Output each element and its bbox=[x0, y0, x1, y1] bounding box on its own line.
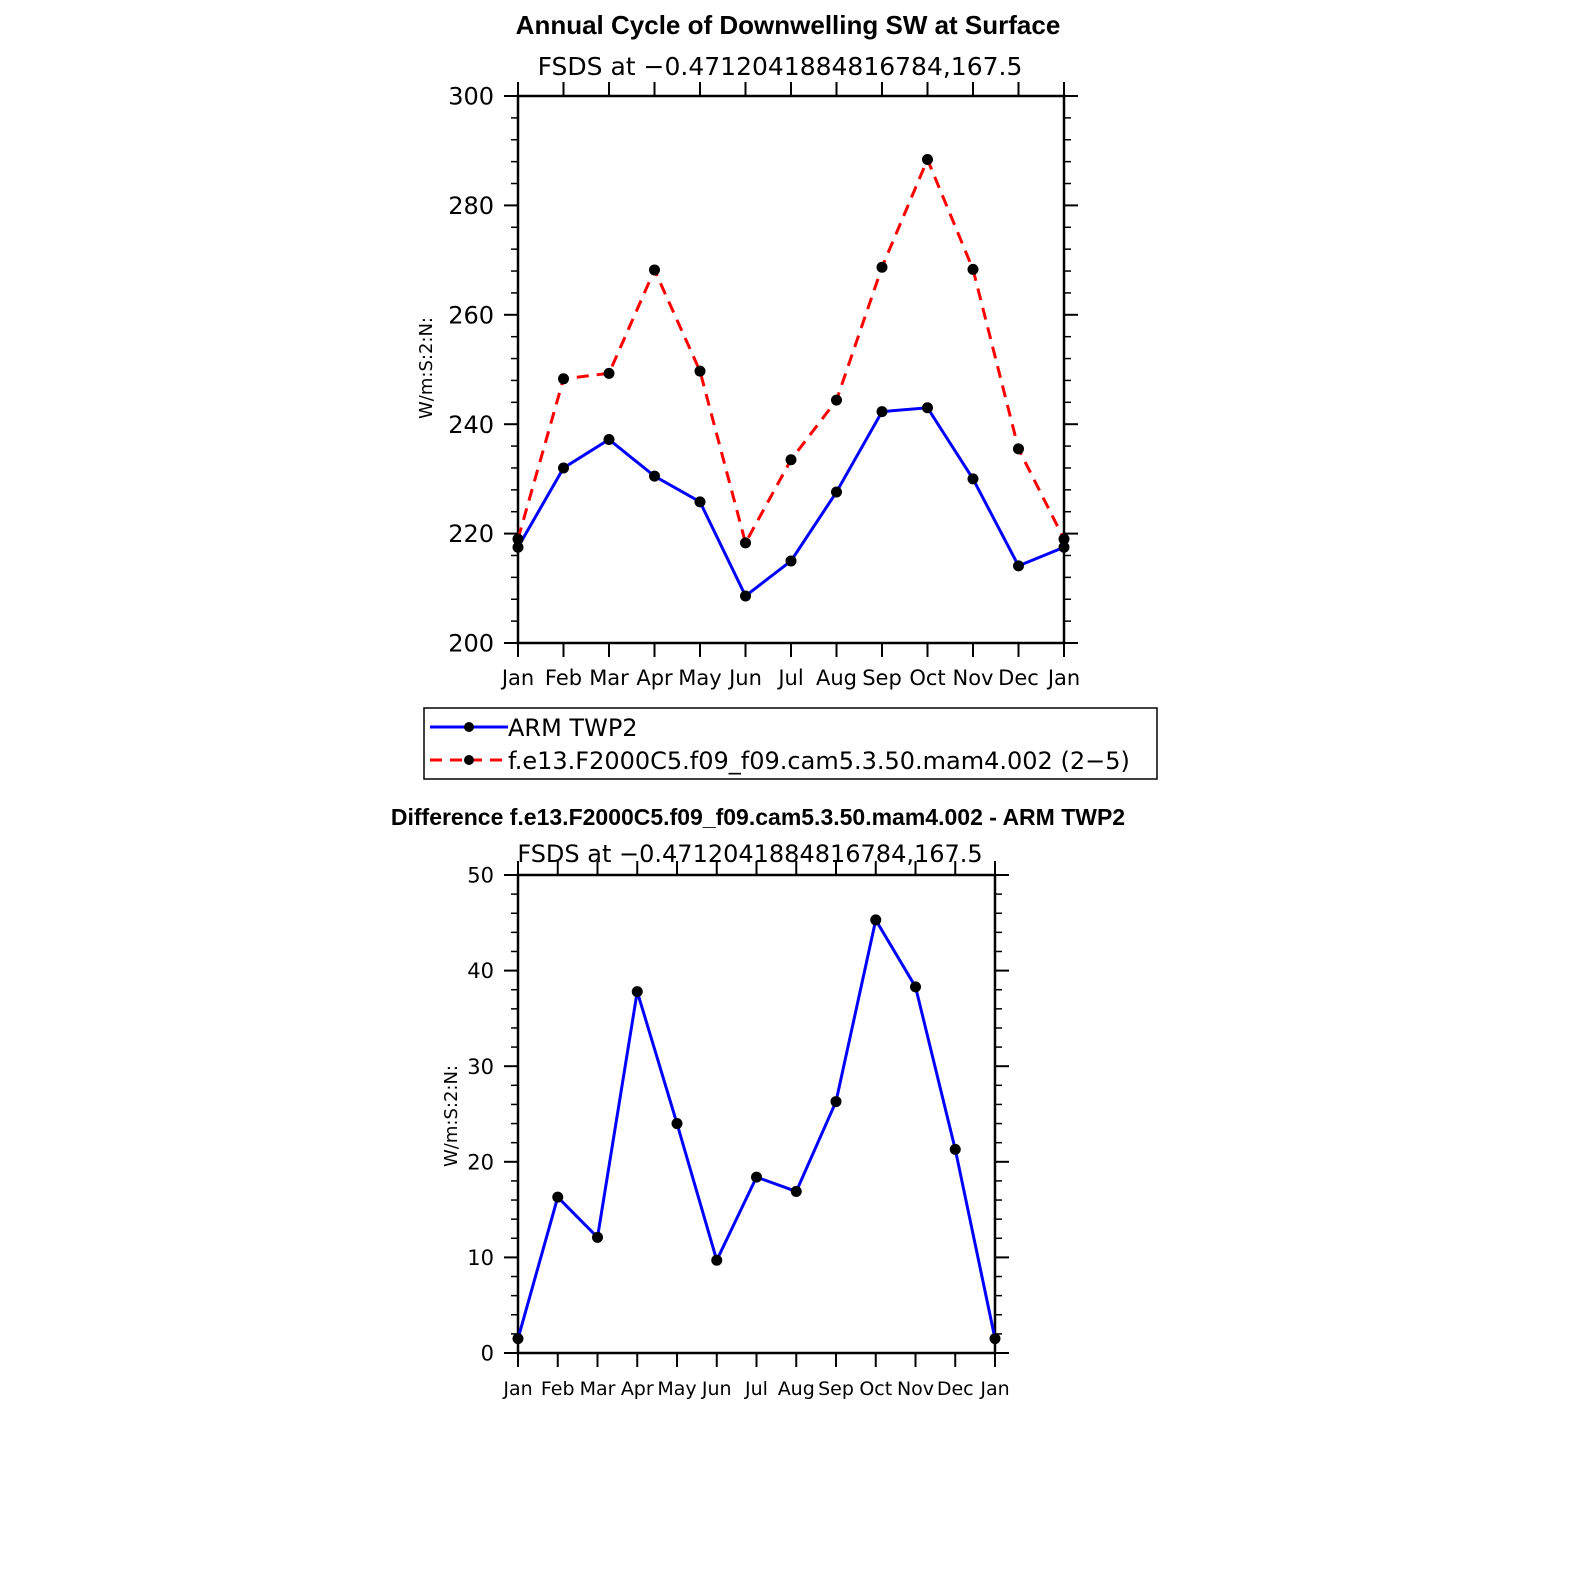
x-tick-label: Apr bbox=[621, 1378, 654, 1400]
plot-area: Jan Feb Mar Apr May Jun Jul Aug Sep Oct Nov Dec Jan2… bbox=[448, 82, 1080, 690]
data-point bbox=[649, 264, 660, 276]
x-tick-label: Mar bbox=[580, 1378, 616, 1400]
series-line-0 bbox=[516, 915, 997, 1340]
x-tick-label: Sep bbox=[818, 1378, 854, 1400]
data-point bbox=[949, 1143, 961, 1155]
x-tick-label: Feb bbox=[541, 1378, 575, 1400]
x-tick-label: Nov bbox=[897, 1378, 934, 1400]
y-tick-label: 280 bbox=[448, 192, 494, 220]
y-tick-label: 240 bbox=[448, 411, 494, 439]
chart-title: Difference f.e13.F2000C5.f09_f09.cam5.3.… bbox=[391, 804, 1125, 830]
data-point bbox=[922, 153, 933, 165]
legend-label-model: f.e13.F2000C5.f09_f09.cam5.3.50.mam4.002… bbox=[508, 747, 1130, 775]
x-tick-label: Sep bbox=[862, 666, 902, 690]
y-tick-label: 0 bbox=[481, 1342, 494, 1366]
data-point bbox=[603, 434, 615, 446]
data-point bbox=[967, 263, 979, 275]
data-point bbox=[512, 533, 524, 545]
y-tick-label: 300 bbox=[448, 83, 494, 111]
data-point bbox=[649, 470, 660, 482]
data-point bbox=[1013, 560, 1024, 572]
data-point bbox=[967, 473, 979, 485]
chart-subtitle: FSDS at −0.4712041884816784,167.5 bbox=[517, 840, 982, 868]
data-point bbox=[711, 1254, 723, 1266]
plot-area: Jan Feb Mar Apr May Jun Jul Aug Sep Oct Nov Dec Jan0… bbox=[467, 861, 1010, 1400]
legend-marker-model bbox=[464, 755, 474, 765]
data-point bbox=[558, 373, 569, 385]
data-point bbox=[592, 1231, 603, 1243]
legend: ARM TWP2 f.e13.F2000C5.f09_f09.cam5.3.50… bbox=[423, 707, 1158, 780]
y-tick-label: 200 bbox=[448, 630, 494, 658]
data-point bbox=[671, 1118, 683, 1130]
x-tick-label: Mar bbox=[589, 666, 629, 690]
y-tick-label: 40 bbox=[467, 959, 494, 983]
chart-title: Annual Cycle of Downwelling SW at Surfac… bbox=[516, 10, 1061, 40]
data-point bbox=[785, 454, 797, 466]
legend-marker-arm-twp2 bbox=[464, 722, 474, 732]
x-tick-label: Dec bbox=[998, 666, 1039, 690]
data-point bbox=[830, 1096, 842, 1108]
data-point bbox=[989, 1333, 1001, 1345]
legend-box bbox=[423, 707, 1158, 780]
x-tick-label: Aug bbox=[778, 1378, 815, 1400]
data-point bbox=[1058, 533, 1070, 545]
data-point bbox=[694, 496, 706, 508]
y-axis-label: W/m:S:2:N: bbox=[416, 317, 437, 419]
x-tick-label: Jan bbox=[1046, 666, 1080, 690]
chart-subtitle: FSDS at −0.4712041884816784,167.5 bbox=[538, 52, 1023, 81]
x-tick-label: Jan bbox=[979, 1378, 1009, 1400]
data-point bbox=[910, 981, 921, 993]
x-tick-label: Jun bbox=[727, 666, 762, 690]
data-point bbox=[1013, 443, 1024, 455]
x-tick-label: Feb bbox=[545, 666, 582, 690]
plot-frame bbox=[516, 873, 997, 1355]
x-tick-label: Jul bbox=[744, 1378, 768, 1400]
x-tick-label: Jun bbox=[701, 1378, 732, 1400]
data-point bbox=[922, 402, 933, 414]
data-point bbox=[785, 555, 797, 567]
y-tick-label: 30 bbox=[467, 1055, 494, 1079]
y-tick-label: 220 bbox=[448, 520, 494, 548]
y-tick-label: 50 bbox=[467, 864, 494, 888]
data-point bbox=[831, 486, 842, 498]
x-tick-label: Apr bbox=[636, 666, 673, 690]
y-tick-label: 10 bbox=[467, 1246, 494, 1270]
data-point bbox=[1058, 541, 1070, 553]
x-tick-label: May bbox=[678, 666, 721, 690]
x-tick-label: May bbox=[657, 1378, 696, 1400]
x-tick-label: Nov bbox=[953, 666, 994, 690]
annual-cycle-chart: Annual Cycle of Downwelling SW at Surfac… bbox=[416, 10, 1158, 780]
series-line-0 bbox=[516, 406, 1065, 599]
data-point bbox=[603, 367, 615, 379]
data-point bbox=[512, 541, 524, 553]
series-line-1 bbox=[516, 155, 1066, 547]
x-tick-label: Jul bbox=[776, 666, 803, 690]
data-point bbox=[694, 365, 706, 377]
x-tick-label: Jan bbox=[500, 666, 534, 690]
difference-chart: Difference f.e13.F2000C5.f09_f09.cam5.3.… bbox=[391, 804, 1125, 1400]
data-point bbox=[740, 537, 751, 549]
y-tick-label: 260 bbox=[448, 301, 494, 329]
y-axis-label: W/m:S:2:N: bbox=[441, 1065, 462, 1167]
x-tick-label: Aug bbox=[816, 666, 857, 690]
y-tick-label: 20 bbox=[467, 1150, 494, 1174]
data-point bbox=[631, 986, 643, 998]
x-tick-label: Oct bbox=[909, 666, 945, 690]
x-tick-label: Oct bbox=[859, 1378, 892, 1400]
data-point bbox=[870, 914, 882, 926]
data-point bbox=[740, 590, 751, 602]
x-tick-label: Dec bbox=[937, 1378, 974, 1400]
data-point bbox=[790, 1185, 802, 1197]
data-point bbox=[558, 462, 569, 474]
data-point bbox=[831, 394, 842, 406]
legend-label-arm-twp2: ARM TWP2 bbox=[508, 714, 638, 742]
data-point bbox=[876, 261, 888, 273]
x-tick-label: Jan bbox=[502, 1378, 532, 1400]
data-point bbox=[751, 1171, 762, 1183]
data-point bbox=[876, 406, 888, 418]
data-point bbox=[512, 1333, 524, 1345]
data-point bbox=[552, 1191, 564, 1203]
